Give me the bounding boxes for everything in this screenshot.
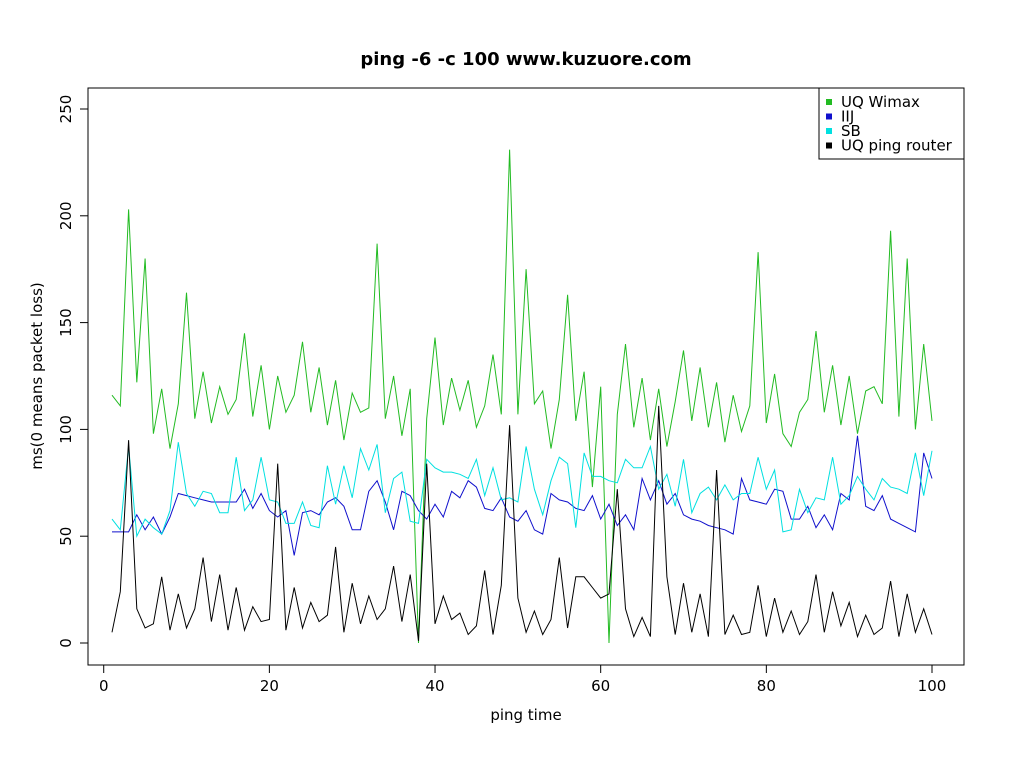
y-tick-label: 100 xyxy=(57,415,75,444)
legend-swatch-0 xyxy=(826,99,832,105)
y-axis-label: ms(0 means packet loss) xyxy=(28,282,46,470)
y-tick-label: 200 xyxy=(57,201,75,230)
x-tick-label: 40 xyxy=(425,677,444,695)
legend-label-3: UQ ping router xyxy=(841,137,953,155)
series-line-0 xyxy=(111,149,933,644)
legend-swatch-3 xyxy=(826,142,832,149)
legend-label-0: UQ Wimax xyxy=(841,93,920,111)
legend-label-1: IIJ xyxy=(841,108,854,126)
y-tick-label: 150 xyxy=(57,308,75,337)
series-line-1 xyxy=(112,435,933,556)
y-axis: 0 50 100 150 200 250 xyxy=(57,95,89,648)
y-tick-label: 50 xyxy=(57,527,75,546)
x-tick-label: 60 xyxy=(591,677,610,695)
y-tick-label: 250 xyxy=(57,95,75,124)
legend-swatch-2 xyxy=(826,128,832,134)
legend-label-2: SB xyxy=(841,122,861,140)
x-tick-label: 20 xyxy=(260,677,279,695)
x-tick-label: 80 xyxy=(757,677,776,695)
x-tick-label: 0 xyxy=(99,677,109,695)
series-line-2 xyxy=(111,442,933,539)
chart-title: ping -6 -c 100 www.kuzuore.com xyxy=(360,49,691,70)
y-tick-label: 0 xyxy=(57,638,75,648)
legend-box xyxy=(818,87,965,160)
x-axis-label: ping time xyxy=(490,706,561,724)
series-layer xyxy=(111,149,933,644)
x-axis: 0 20 40 60 80 100 xyxy=(99,664,947,695)
legend-swatch-1 xyxy=(826,113,832,120)
x-tick-label: 100 xyxy=(918,677,947,695)
series-line-3 xyxy=(111,405,933,641)
